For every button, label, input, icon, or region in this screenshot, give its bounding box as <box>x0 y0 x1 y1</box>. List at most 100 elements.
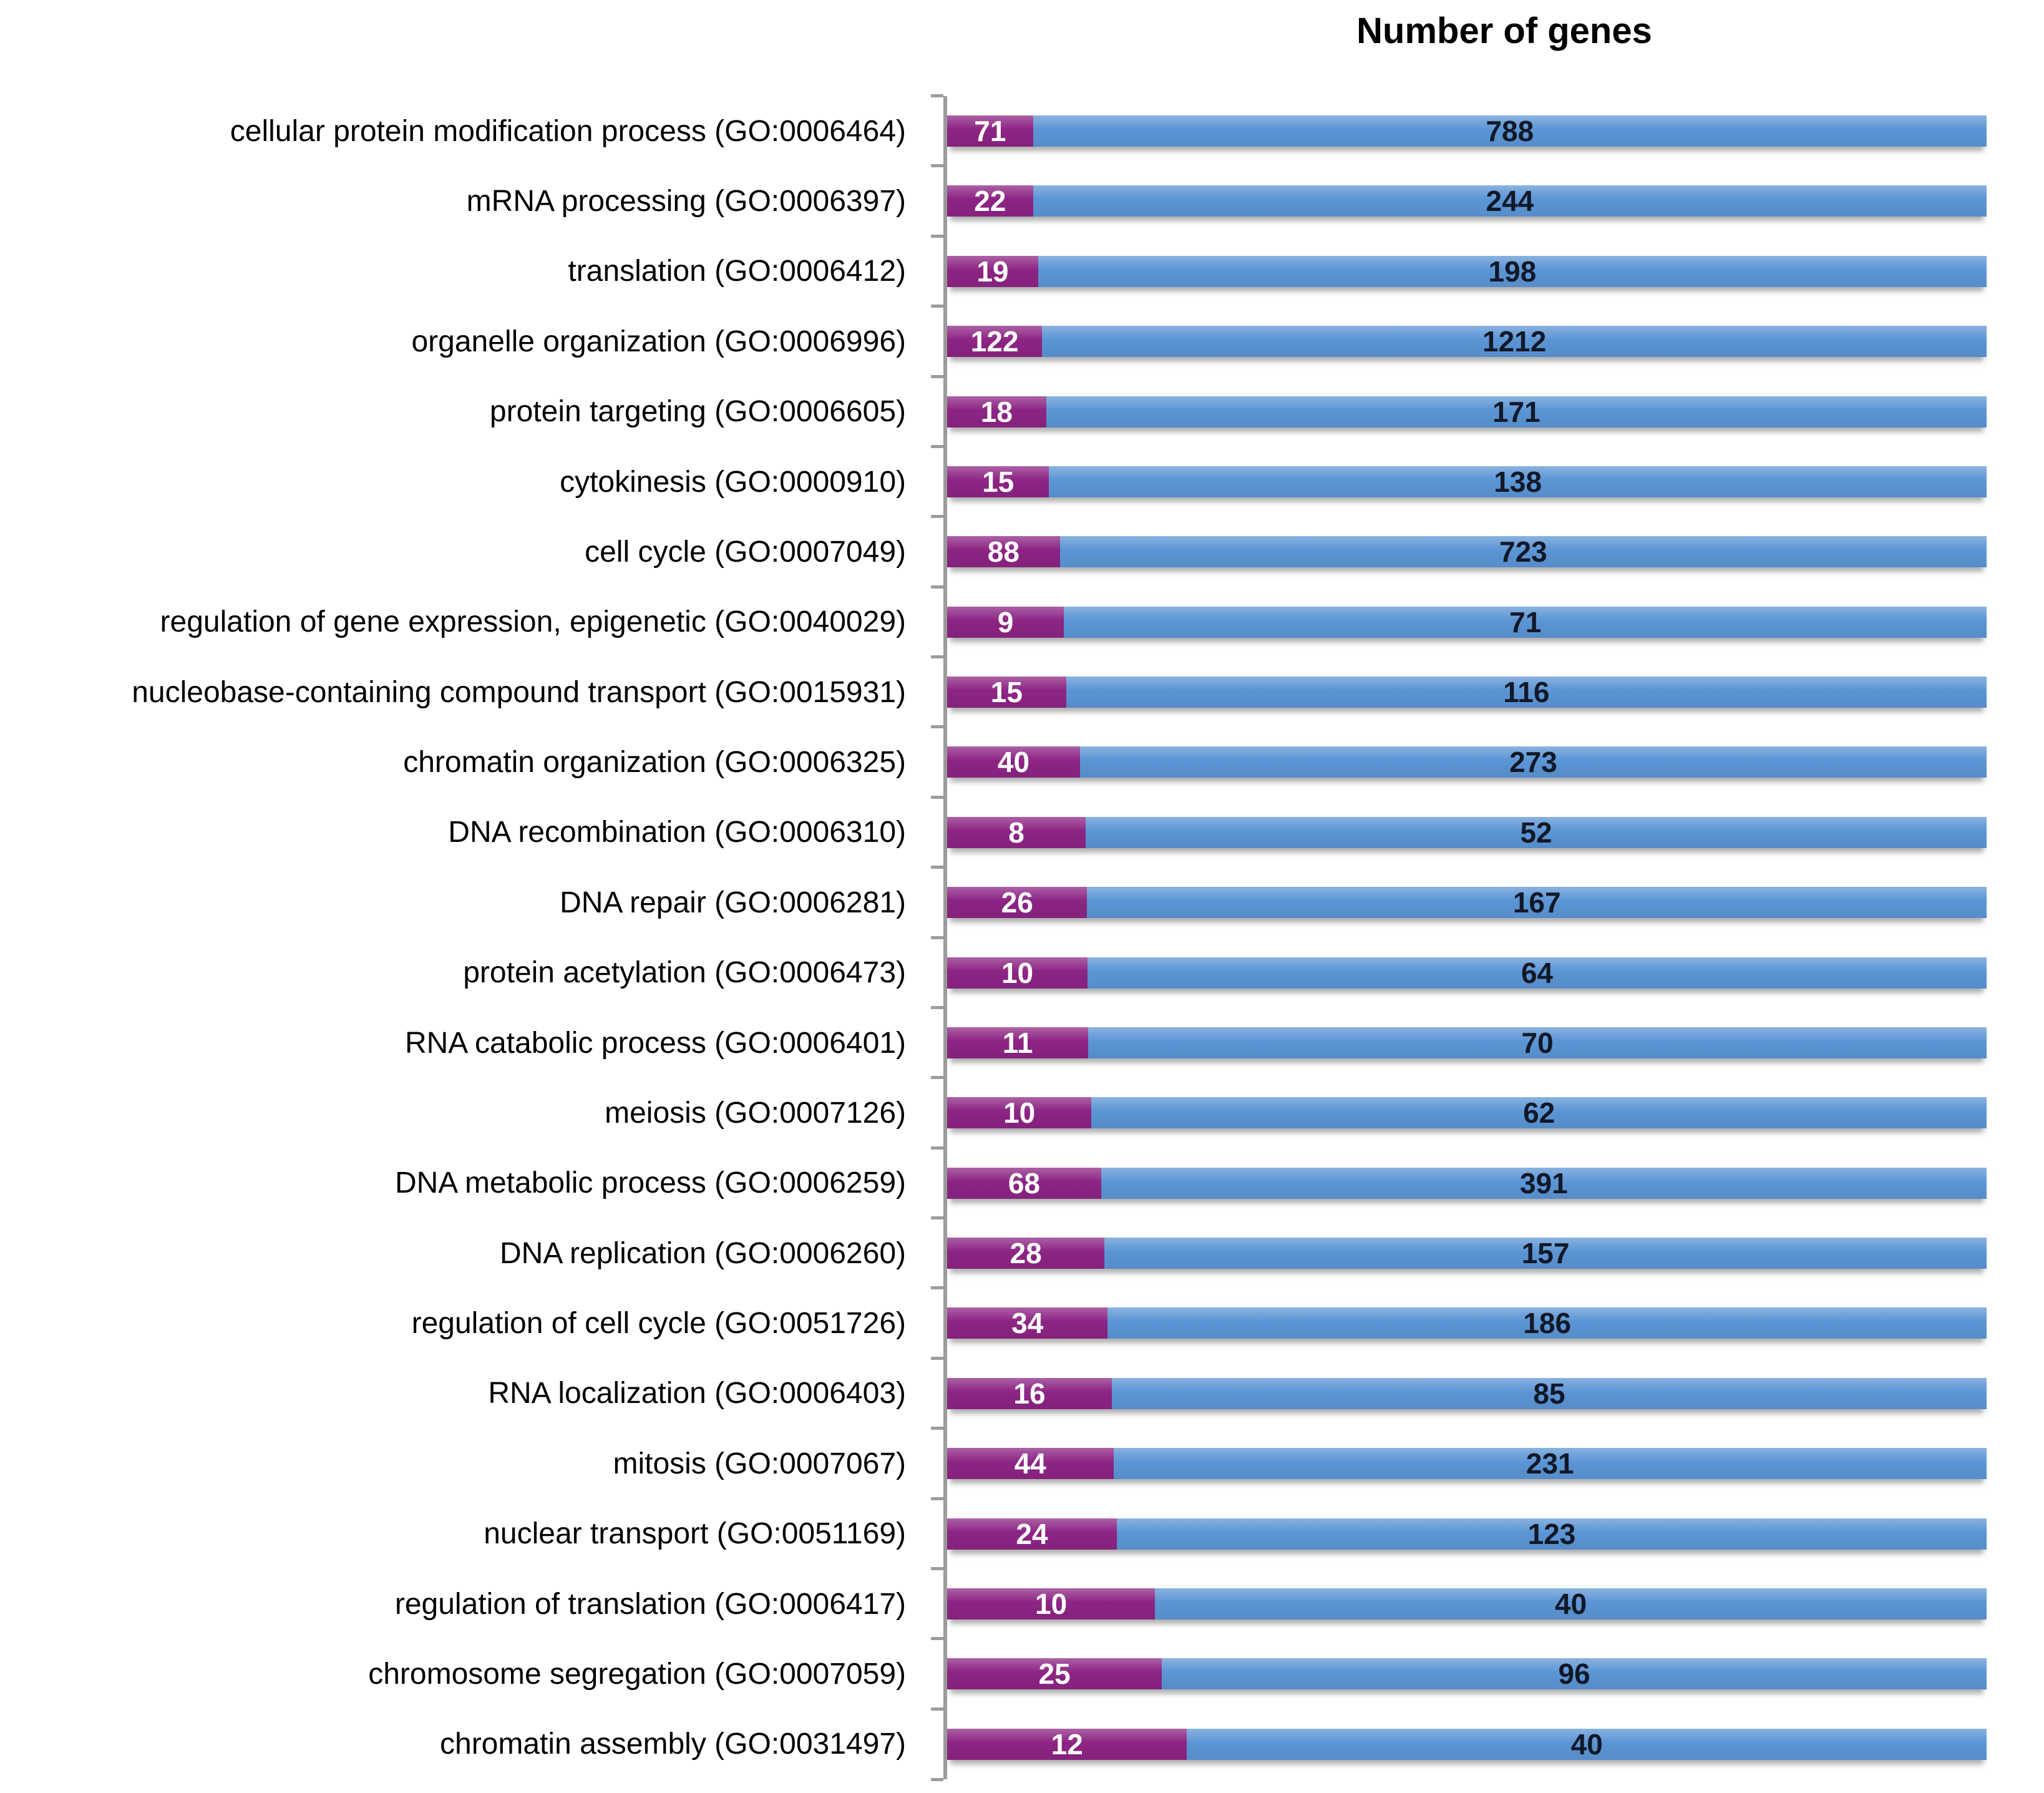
purple-value: 25 <box>1038 1658 1071 1691</box>
chart-row: translation (GO:0006412) 19 198 <box>0 234 2044 307</box>
stacked-bar: 88 723 <box>947 535 1987 569</box>
stacked-bar: 10 40 <box>947 1588 1987 1620</box>
stacked-bar: 122 1212 <box>947 326 1987 358</box>
category-label: mRNA processing (GO:0006397) <box>466 185 906 218</box>
category-label: chromatin organization (GO:0006325) <box>403 746 906 779</box>
category-label: RNA catabolic process (GO:0006401) <box>404 1026 906 1060</box>
bar-segment-purple: 8 <box>947 816 1086 849</box>
purple-value: 8 <box>1008 816 1024 849</box>
chart-row: DNA replication (GO:0006260) 28 157 <box>0 1216 2044 1289</box>
purple-value: 10 <box>1001 956 1034 989</box>
chart-row: RNA localization (GO:0006403) 16 85 <box>0 1356 2044 1429</box>
category-label: cell cycle (GO:0007049) <box>585 535 906 569</box>
bar-segment-blue: 244 <box>1033 185 1987 217</box>
blue-value: 40 <box>1570 1727 1603 1761</box>
category-label: cytokinesis (GO:0000910) <box>560 465 906 499</box>
bar-segment-blue: 167 <box>1087 887 1987 919</box>
bar-segment-purple: 25 <box>947 1658 1162 1691</box>
bar-segment-purple: 71 <box>947 115 1033 147</box>
stacked-bar: 68 391 <box>947 1166 1987 1199</box>
bar-segment-blue: 40 <box>1155 1588 1987 1620</box>
chart-row: mitosis (GO:0007067) 44 231 <box>0 1427 2044 1499</box>
category-label: chromosome segregation (GO:0007059) <box>368 1657 906 1691</box>
purple-value: 12 <box>1051 1727 1083 1761</box>
purple-value: 15 <box>990 676 1023 708</box>
purple-value: 18 <box>980 395 1013 428</box>
chart-row: nucleobase-containing compound transport… <box>0 655 2044 728</box>
bar-segment-purple: 11 <box>947 1026 1089 1059</box>
bar-segment-purple: 26 <box>947 887 1088 919</box>
bar-segment-purple: 9 <box>947 605 1064 638</box>
plot-area: 44 231 <box>931 1427 1994 1499</box>
purple-value: 34 <box>1011 1307 1044 1340</box>
chart-row: chromatin organization (GO:0006325) 40 2… <box>0 725 2044 798</box>
stacked-bar: 26 167 <box>947 887 1987 919</box>
bar-segment-blue: 116 <box>1066 677 1987 708</box>
bar-segment-blue: 231 <box>1113 1447 1987 1480</box>
purple-value: 68 <box>1008 1166 1040 1199</box>
plot-area: 15 116 <box>931 655 1994 728</box>
chart-row: DNA metabolic process (GO:0006259) 68 39… <box>0 1146 2044 1218</box>
chart-row: DNA recombination (GO:0006310) 8 52 <box>0 795 2044 868</box>
bar-segment-blue: 157 <box>1104 1238 1987 1269</box>
stacked-bar: 44 231 <box>947 1447 1987 1480</box>
stacked-bar: 8 52 <box>947 816 1987 849</box>
plot-area: 9 71 <box>931 585 1994 657</box>
plot-area: 11 70 <box>931 1005 1994 1078</box>
bar-segment-blue: 723 <box>1059 536 1987 568</box>
plot-area: 88 723 <box>931 515 1994 587</box>
bar-segment-blue: 62 <box>1091 1097 1987 1129</box>
chart-row: organelle organization (GO:0006996) 122 … <box>0 305 2044 377</box>
stacked-bar: 34 186 <box>947 1307 1987 1339</box>
blue-value: 186 <box>1523 1307 1572 1340</box>
plot-area: 68 391 <box>931 1146 1994 1218</box>
chart-row: protein acetylation (GO:0006473) 10 64 <box>0 936 2044 1008</box>
blue-value: 231 <box>1526 1447 1574 1480</box>
purple-value: 11 <box>1002 1026 1033 1059</box>
plot-area: 19 198 <box>931 234 1994 307</box>
blue-value: 71 <box>1509 605 1542 638</box>
purple-value: 44 <box>1014 1447 1046 1480</box>
blue-value: 198 <box>1488 255 1537 288</box>
purple-value: 28 <box>1010 1237 1042 1269</box>
blue-value: 40 <box>1555 1587 1587 1620</box>
chart-row: protein targeting (GO:0006605) 18 171 <box>0 374 2044 447</box>
bar-segment-purple: 24 <box>947 1518 1117 1550</box>
category-label: meiosis (GO:0007126) <box>605 1096 906 1130</box>
blue-value: 96 <box>1558 1658 1590 1691</box>
stacked-bar: 19 198 <box>947 255 1987 288</box>
blue-value: 273 <box>1509 746 1557 779</box>
category-label: DNA repair (GO:0006281) <box>560 886 906 919</box>
plot-area: 10 40 <box>931 1566 1994 1639</box>
purple-value: 88 <box>987 535 1020 569</box>
bar-segment-purple: 16 <box>947 1377 1112 1409</box>
bar-segment-purple: 122 <box>947 326 1043 358</box>
bar-segment-purple: 88 <box>947 535 1060 569</box>
purple-value: 71 <box>974 115 1006 147</box>
blue-value: 116 <box>1503 676 1550 708</box>
chart-rows: cellular protein modification process (G… <box>0 94 2044 1782</box>
purple-value: 9 <box>997 605 1014 638</box>
chart-row: nuclear transport (GO:0051169) 24 123 <box>0 1497 2044 1569</box>
stacked-bar: 18 171 <box>947 396 1987 427</box>
blue-value: 70 <box>1521 1026 1554 1059</box>
bar-segment-purple: 10 <box>947 1588 1156 1620</box>
plot-area: 24 123 <box>931 1497 1994 1569</box>
chart-row: mRNA processing (GO:0006397) 22 244 <box>0 164 2044 237</box>
plot-area: 12 40 <box>931 1707 1994 1782</box>
chart-row: DNA repair (GO:0006281) 26 167 <box>0 866 2044 938</box>
bar-segment-blue: 138 <box>1049 466 1987 497</box>
stacked-bar: 24 123 <box>947 1518 1987 1550</box>
category-label: DNA replication (GO:0006260) <box>500 1236 906 1270</box>
bar-segment-purple: 44 <box>947 1447 1114 1480</box>
bar-segment-blue: 70 <box>1088 1027 1987 1058</box>
plot-area: 18 171 <box>931 374 1994 447</box>
stacked-bar: 10 62 <box>947 1097 1987 1129</box>
bar-segment-purple: 18 <box>947 396 1046 427</box>
bar-segment-purple: 10 <box>947 957 1088 989</box>
blue-value: 391 <box>1520 1166 1568 1199</box>
blue-value: 244 <box>1486 185 1534 218</box>
bar-segment-purple: 15 <box>947 466 1049 497</box>
blue-value: 85 <box>1533 1377 1565 1410</box>
bar-segment-purple: 34 <box>947 1307 1108 1340</box>
